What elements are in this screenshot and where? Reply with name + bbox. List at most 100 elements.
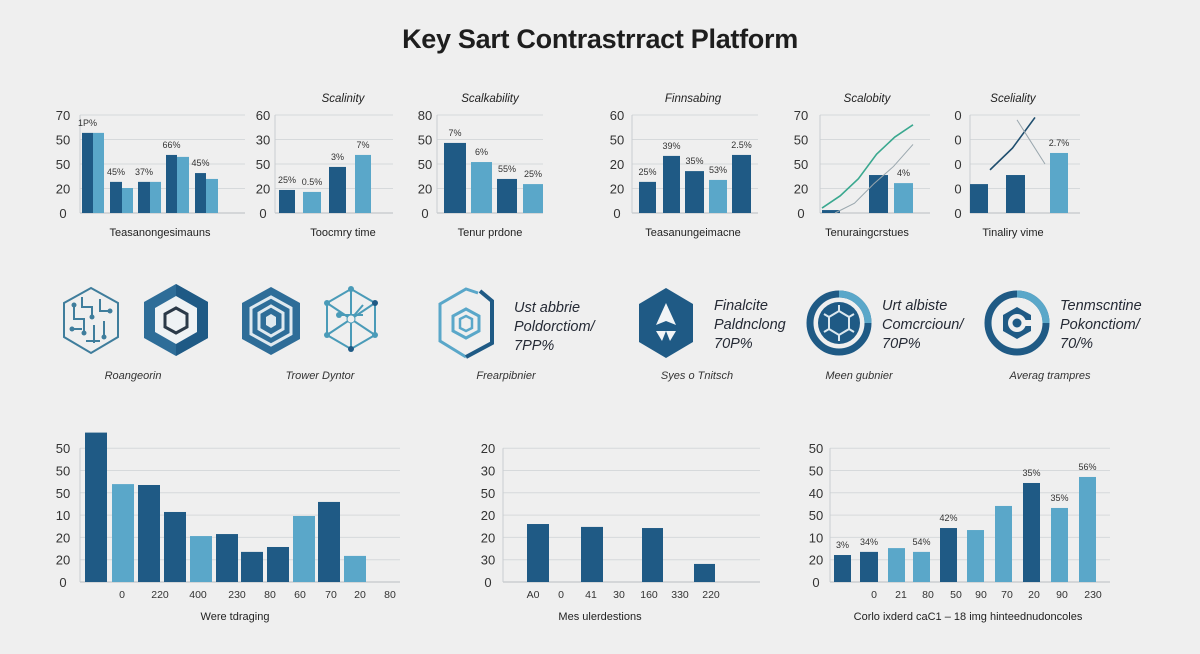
x-tick-label: 21: [895, 589, 907, 601]
y-tick-label: 0: [59, 206, 66, 221]
y-tick-label: 0: [954, 108, 961, 123]
x-tick-label: 0: [119, 589, 125, 601]
x-tick-label: 90: [1056, 589, 1068, 601]
bar-data-label: 2.7%: [1049, 138, 1070, 148]
x-tick-label: 80: [264, 589, 276, 601]
stat-line: Ust abbrie: [514, 300, 581, 316]
circuit-cube-icon: [63, 286, 119, 355]
bar: [329, 166, 346, 213]
icon-label: Roangeorin: [104, 370, 162, 382]
y-tick-label: 50: [794, 157, 808, 172]
hexagon-logo-icon: [144, 284, 208, 356]
x-tick-label: 220: [151, 589, 169, 601]
y-tick-label: 80: [418, 108, 432, 123]
y-tick-label: 0: [797, 206, 804, 221]
icon-label: Syes o Tnitsch: [660, 370, 734, 382]
y-tick-label: 50: [794, 133, 808, 148]
y-tick-label: 70: [794, 108, 808, 123]
bar-data-label: 45%: [107, 167, 125, 177]
bar-data-label: 56%: [1078, 462, 1096, 472]
bar: [279, 189, 295, 213]
icon-stat-text: Tenmscntine Pokonctiom/ 70/%: [1060, 297, 1170, 354]
icon-label: Frearpibnier: [476, 370, 536, 382]
y-tick-label: 50: [809, 441, 823, 456]
bar: [834, 555, 851, 582]
bar-data-label: 39%: [662, 141, 680, 151]
stat-value: 7PP%: [514, 338, 555, 354]
y-tick-label: 20: [56, 553, 70, 568]
chart-title: Scalinity: [322, 93, 366, 105]
stat-line: Finalcite: [714, 298, 768, 314]
concentric-hexagon-icon: [242, 287, 300, 355]
bar-data-label: 2.5%: [731, 140, 752, 150]
y-tick-label: 50: [610, 133, 624, 148]
x-axis-label: Teasanungeimacne: [645, 227, 740, 239]
x-tick-label: 30: [613, 589, 625, 601]
y-tick-label: 0: [812, 575, 819, 590]
y-tick-label: 0: [954, 182, 961, 197]
series-line: [1016, 119, 1046, 165]
bar-data-label: 35%: [1022, 468, 1040, 478]
x-axis-label: Teasanongesimauns: [110, 227, 211, 239]
y-tick-label: 20: [481, 441, 495, 456]
bar: [344, 555, 366, 582]
x-axis-label: Mes ulerdestions: [558, 611, 642, 623]
bar: [216, 534, 238, 582]
x-tick-label: 0: [871, 589, 877, 601]
chart-title: Scalkability: [461, 93, 520, 105]
x-tick-label: 60: [294, 589, 306, 601]
icon-stat-text: Ust abbrie Poldorctiom/ 7PP%: [514, 299, 624, 356]
x-axis-label: Toocmry time: [310, 227, 375, 239]
bar-data-label: 54%: [912, 537, 930, 547]
stat-line: Paldnclong: [714, 317, 786, 333]
bar: [85, 432, 107, 582]
y-tick-label: 30: [481, 553, 495, 568]
network-cube-icon: [324, 286, 378, 352]
y-tick-label: 20: [56, 182, 70, 197]
bar: [869, 175, 888, 213]
y-tick-label: 0: [954, 133, 961, 148]
stat-line: Tenmscntine: [1060, 298, 1142, 314]
bar: [444, 142, 466, 213]
bar: [1079, 476, 1096, 582]
bar: [138, 181, 150, 213]
x-tick-label: 20: [1028, 589, 1040, 601]
bar: [93, 132, 104, 213]
y-tick-label: 0: [259, 206, 266, 221]
y-tick-label: 10: [809, 530, 823, 545]
y-tick-label: 40: [809, 486, 823, 501]
x-tick-label: 220: [702, 589, 720, 601]
bar: [138, 484, 160, 582]
bar: [1051, 507, 1068, 582]
bar: [970, 184, 988, 213]
x-tick-label: 20: [354, 589, 366, 601]
bar: [122, 188, 133, 213]
x-axis-label: Tenuraingcrstues: [825, 227, 909, 239]
y-tick-label: 50: [481, 486, 495, 501]
y-tick-label: 50: [56, 133, 70, 148]
x-tick-label: 230: [1084, 589, 1102, 601]
stat-line: Poldorctiom/: [514, 319, 595, 335]
bar: [860, 551, 878, 582]
y-tick-label: 20: [610, 182, 624, 197]
bar: [642, 528, 663, 582]
bar: [940, 528, 957, 582]
y-tick-label: 50: [56, 157, 70, 172]
x-tick-label: 90: [975, 589, 987, 601]
stat-line: Comcrcioun/: [882, 317, 964, 333]
x-axis-label: Tenur prdone: [458, 227, 523, 239]
bar-data-label: 55%: [498, 164, 516, 174]
x-axis-label: Corlo ixderd caC1 – 18 img hinteednudonc…: [854, 611, 1083, 623]
bar-data-label: 6%: [475, 147, 488, 157]
bar: [523, 184, 543, 213]
arrow-hexagon-icon: [639, 288, 693, 358]
bar: [150, 181, 161, 213]
x-tick-label: 70: [325, 589, 337, 601]
x-tick-label: 50: [950, 589, 962, 601]
bar-data-label: 53%: [709, 165, 727, 175]
y-tick-label: 30: [256, 133, 270, 148]
bar: [318, 501, 340, 582]
bar: [527, 524, 549, 582]
bar-data-label: 25%: [278, 175, 296, 185]
bar-data-label: 35%: [685, 156, 703, 166]
